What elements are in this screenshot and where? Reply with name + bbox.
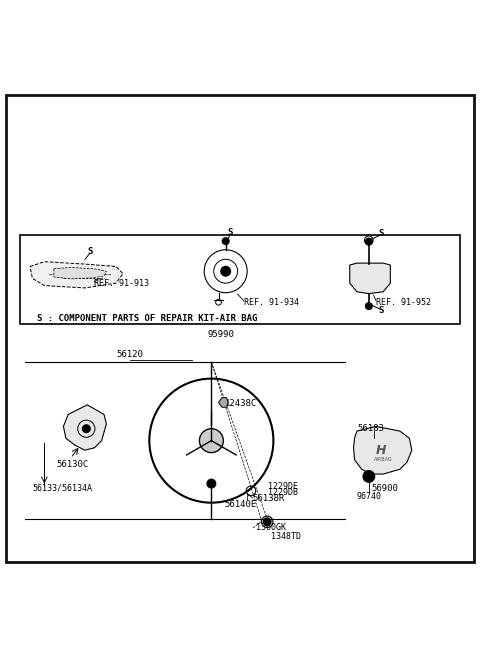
Circle shape	[83, 425, 90, 432]
Text: 56900: 56900	[371, 484, 398, 493]
Text: REF. 91-913: REF. 91-913	[95, 279, 149, 288]
Circle shape	[207, 480, 216, 488]
Text: 1360GK: 1360GK	[256, 524, 286, 532]
Circle shape	[201, 430, 222, 451]
Text: 56130C: 56130C	[56, 460, 88, 469]
Text: S: S	[378, 306, 384, 315]
Text: S: S	[87, 247, 92, 256]
Circle shape	[365, 303, 372, 309]
Polygon shape	[354, 426, 412, 474]
Polygon shape	[30, 261, 123, 288]
Text: REF. 91-934: REF. 91-934	[244, 298, 299, 307]
Circle shape	[221, 267, 230, 276]
Text: 1229DB: 1229DB	[268, 487, 298, 497]
Circle shape	[264, 518, 271, 526]
Text: 1229DE: 1229DE	[268, 482, 298, 491]
Text: S : COMPONENT PARTS OF REPAIR KIT-AIR BAG: S : COMPONENT PARTS OF REPAIR KIT-AIR BA…	[37, 313, 258, 323]
Text: REF. 91-952: REF. 91-952	[376, 298, 431, 307]
Text: 56138R: 56138R	[252, 494, 284, 503]
Polygon shape	[63, 405, 107, 450]
Text: H: H	[375, 443, 386, 457]
Text: 12438C: 12438C	[225, 399, 257, 409]
Text: 56133/56134A: 56133/56134A	[33, 484, 93, 493]
Text: 95990: 95990	[207, 330, 234, 339]
Text: 96740: 96740	[357, 492, 382, 501]
Polygon shape	[54, 267, 107, 279]
Circle shape	[363, 470, 374, 482]
Polygon shape	[350, 263, 390, 294]
Text: 56120: 56120	[117, 350, 144, 359]
Circle shape	[365, 238, 372, 245]
Text: AIRBAG: AIRBAG	[374, 457, 393, 463]
Text: S: S	[378, 229, 384, 238]
Bar	[21, 235, 459, 324]
Polygon shape	[218, 397, 228, 407]
Text: 1348TD: 1348TD	[271, 532, 301, 541]
Circle shape	[222, 238, 229, 244]
Text: 56140E: 56140E	[225, 499, 257, 509]
Text: 56183: 56183	[357, 424, 384, 433]
Text: S: S	[228, 227, 233, 237]
